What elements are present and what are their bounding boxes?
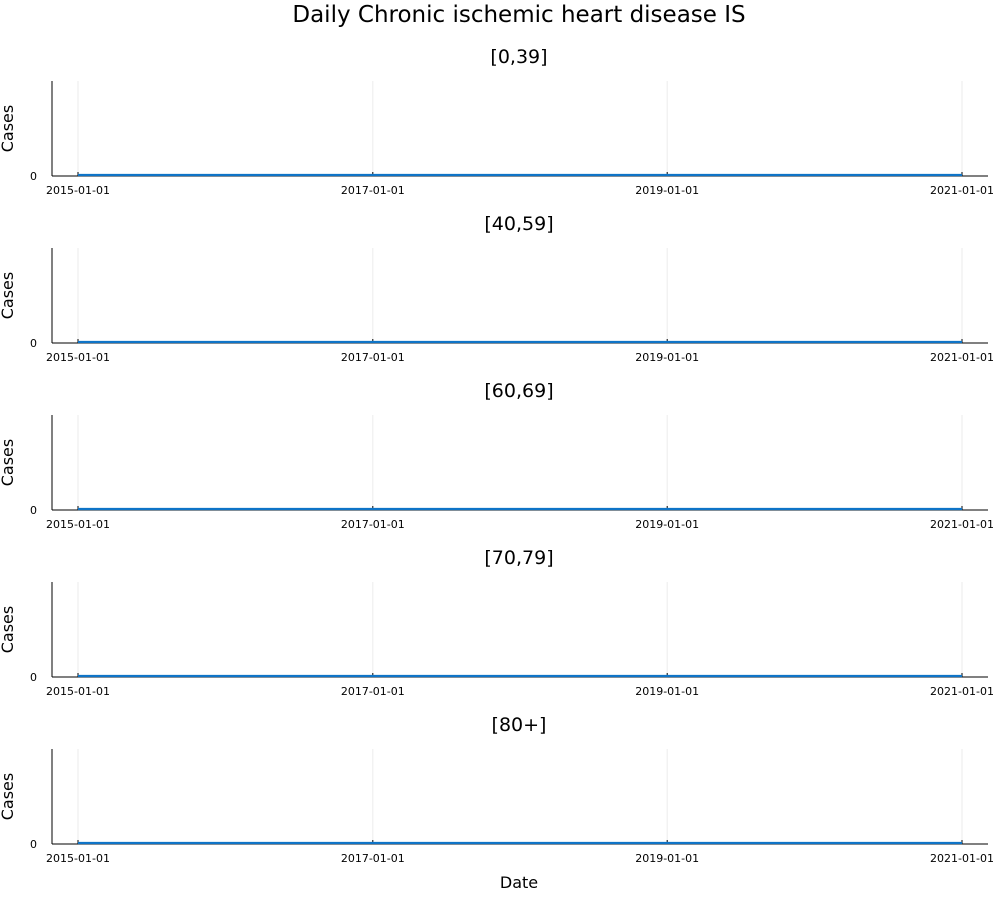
y-axis-label: Cases	[0, 105, 17, 153]
panel-4: [70,79] 2015-01-01 2017-01-01 2019-01-01 202…	[0, 547, 994, 698]
x-tick-label: 2019-01-01	[635, 852, 699, 865]
y-axis-label: Cases	[0, 272, 17, 320]
y-tick-label: 0	[30, 170, 37, 183]
x-tick-label: 2021-01-01	[930, 351, 994, 364]
x-tick-label: 2015-01-01	[46, 685, 110, 698]
x-tick-label: 2015-01-01	[46, 351, 110, 364]
x-tick-label: 2017-01-01	[341, 518, 405, 531]
x-tick-label: 2019-01-01	[635, 685, 699, 698]
panel-title: [80+]	[492, 714, 547, 736]
panel-title: [40,59]	[484, 213, 553, 235]
x-tick-label: 2017-01-01	[341, 351, 405, 364]
x-tick-label: 2021-01-01	[930, 518, 994, 531]
x-tick-label: 2015-01-01	[46, 184, 110, 197]
x-tick-label: 2019-01-01	[635, 351, 699, 364]
x-tick-label: 2021-01-01	[930, 852, 994, 865]
x-tick-label: 2017-01-01	[341, 852, 405, 865]
figure-title: Daily Chronic ischemic heart disease IS	[292, 2, 745, 28]
y-axis-label: Cases	[0, 606, 17, 654]
y-tick-label: 0	[30, 504, 37, 517]
panel-title: [60,69]	[484, 380, 553, 402]
panel-title: [0,39]	[490, 46, 547, 68]
y-axis-label: Cases	[0, 439, 17, 487]
y-axis-label: Cases	[0, 773, 17, 821]
chart-panels: [0,39] 2015-01-01 2017-01-01 2019-01-01 2021…	[0, 46, 994, 892]
panel-5: [80+] 2015-01-01 2017-01-01 2019-01-01 2021-…	[0, 714, 994, 892]
x-tick-label: 2021-01-01	[930, 184, 994, 197]
panel-3: [60,69] 2015-01-01 2017-01-01 2019-01-01 202…	[0, 380, 994, 531]
y-tick-label: 0	[30, 671, 37, 684]
x-tick-label: 2017-01-01	[341, 184, 405, 197]
x-tick-label: 2021-01-01	[930, 685, 994, 698]
x-axis-label: Date	[500, 873, 538, 892]
y-tick-label: 0	[30, 337, 37, 350]
y-tick-label: 0	[30, 838, 37, 851]
x-tick-label: 2019-01-01	[635, 184, 699, 197]
x-tick-label: 2015-01-01	[46, 518, 110, 531]
panel-title: [70,79]	[484, 547, 553, 569]
x-tick-label: 2019-01-01	[635, 518, 699, 531]
x-tick-label: 2017-01-01	[341, 685, 405, 698]
panel-1: [0,39] 2015-01-01 2017-01-01 2019-01-01 2021…	[0, 46, 994, 197]
x-tick-label: 2015-01-01	[46, 852, 110, 865]
panel-2: [40,59] 2015-01-01 2017-01-01 2019-01-01 202…	[0, 213, 994, 364]
